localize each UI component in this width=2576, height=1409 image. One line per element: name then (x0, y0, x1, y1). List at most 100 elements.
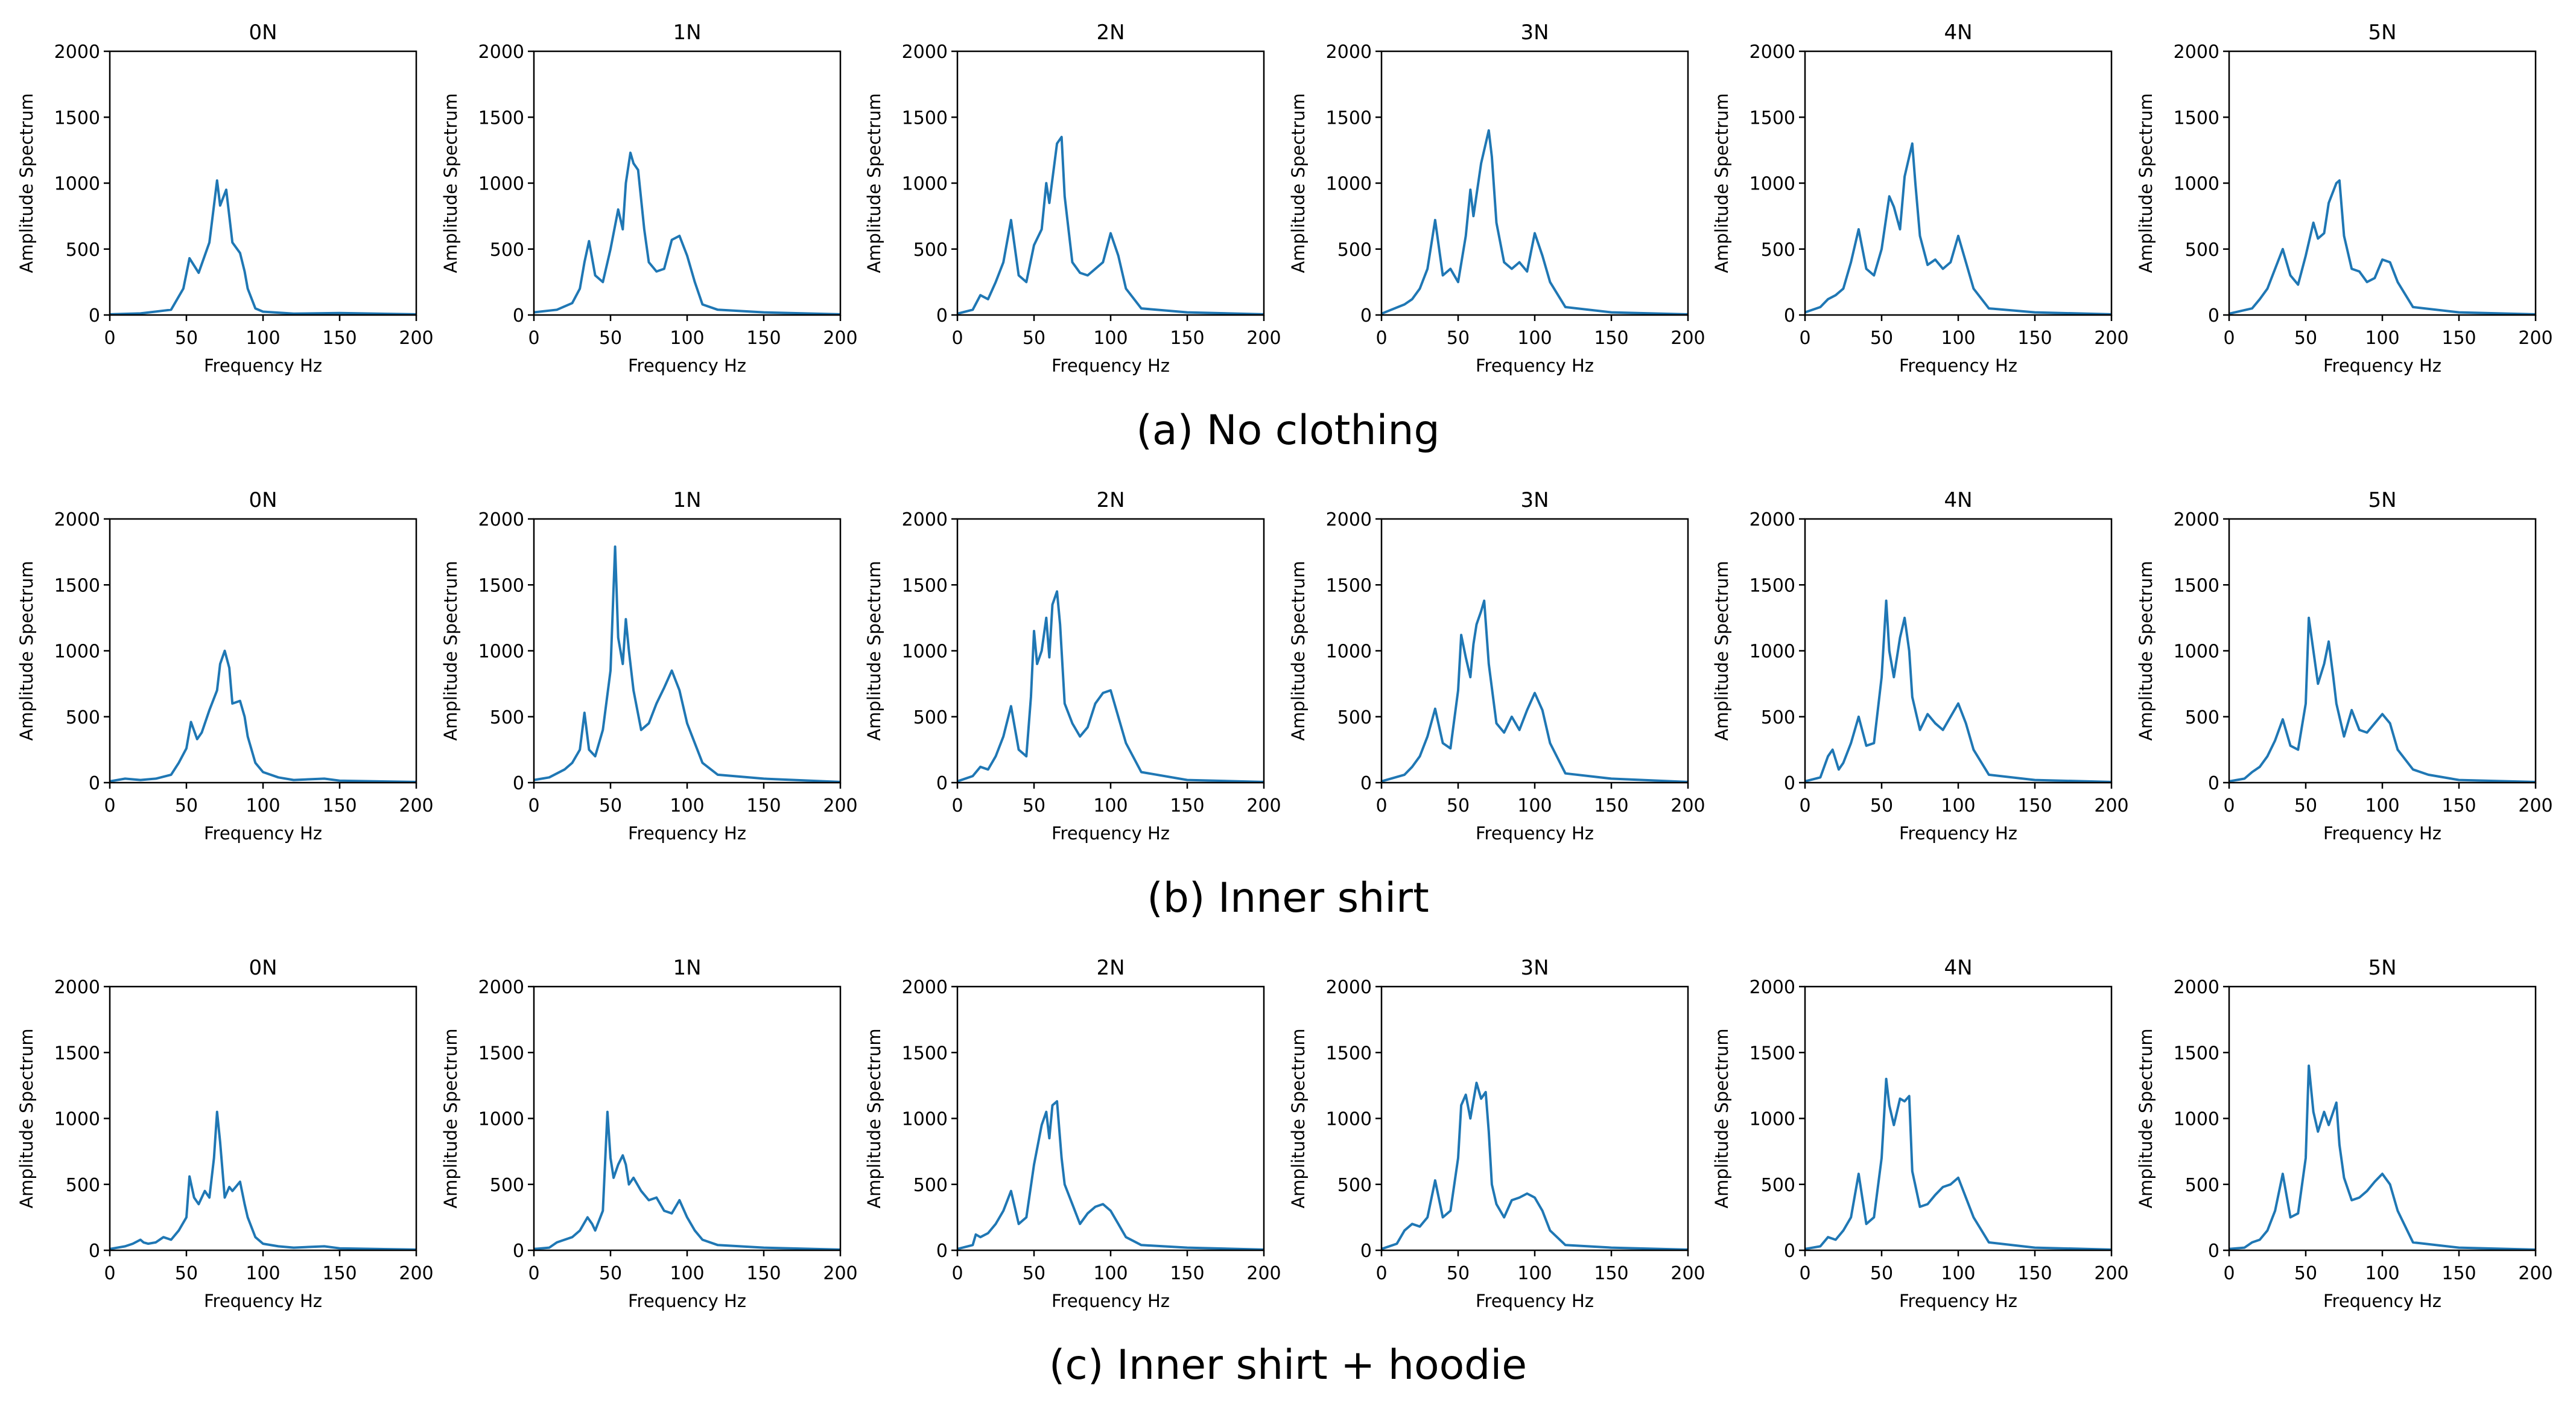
y-tick-label: 0 (936, 1241, 948, 1262)
x-tick-label: 100 (670, 1263, 704, 1284)
y-tick-label: 2000 (2174, 977, 2219, 998)
y-tick-label: 500 (1337, 240, 1372, 261)
x-tick-label: 150 (1594, 795, 1628, 816)
x-tick-label: 0 (1799, 328, 1810, 349)
y-tick-label: 500 (913, 707, 948, 728)
y-tick-label: 0 (89, 773, 100, 794)
y-tick-label: 1500 (1326, 1043, 1372, 1064)
x-tick-label: 50 (1023, 795, 1045, 816)
series-line (1381, 129, 1689, 316)
row-caption-c: (c) Inner shirt + hoodie (1049, 1341, 1527, 1389)
x-tick-label: 200 (2518, 795, 2552, 816)
y-tick-label: 2000 (1326, 977, 1372, 998)
x-tick-label: 50 (599, 328, 622, 349)
y-tick-label: 1000 (54, 174, 100, 195)
y-tick-label: 500 (66, 240, 100, 261)
y-tick-label: 1500 (1326, 107, 1372, 129)
x-tick-label: 200 (399, 328, 433, 349)
y-tick-label: 0 (936, 305, 948, 326)
x-tick-label: 150 (1170, 328, 1204, 349)
series-line (957, 136, 1264, 316)
y-tick-label: 0 (2208, 1241, 2219, 1262)
subplot: 0 50 100 150 20005001000150020002NFrequency … (864, 21, 1281, 376)
x-axis-label: Frequency Hz (1052, 1291, 1170, 1311)
x-tick-label: 150 (2017, 328, 2052, 349)
y-tick-label: 2000 (478, 977, 524, 998)
x-axis-label: Frequency Hz (1476, 1291, 1594, 1311)
y-tick-label: 1500 (902, 1043, 948, 1064)
x-tick-label: 150 (322, 795, 357, 816)
x-tick-label: 50 (2294, 328, 2317, 349)
plot-frame (533, 50, 842, 316)
y-tick-label: 1500 (1750, 1043, 1795, 1064)
x-tick-label: 50 (175, 328, 198, 349)
subplot-title: 3N (1520, 956, 1549, 980)
subplot-title: 4N (1944, 488, 1972, 512)
subplot-title: 0N (249, 488, 277, 512)
x-tick-label: 50 (1023, 1263, 1045, 1284)
series-line (957, 1100, 1264, 1251)
x-tick-label: 100 (1093, 795, 1128, 816)
x-tick-label: 100 (670, 795, 704, 816)
plot-frame (109, 518, 417, 784)
y-tick-label: 1500 (902, 107, 948, 129)
subplot: 0 50 100 150 20005001000150020003NFrequency … (1288, 956, 1705, 1311)
y-tick-label: 1000 (1326, 641, 1372, 663)
x-tick-label: 100 (2365, 1263, 2399, 1284)
y-tick-label: 1500 (478, 575, 524, 596)
x-tick-label: 150 (322, 328, 357, 349)
x-tick-label: 200 (1670, 795, 1705, 816)
subplot-title: 5N (2368, 956, 2396, 980)
x-tick-label: 50 (1870, 1263, 1893, 1284)
y-tick-label: 500 (1761, 1175, 1795, 1196)
x-tick-label: 100 (670, 328, 704, 349)
subplot-title: 1N (673, 21, 701, 45)
series-line (1381, 599, 1689, 783)
series-line (2229, 179, 2536, 316)
subplot: 0 50 100 150 20005001000150020000NFrequency … (16, 488, 434, 844)
x-tick-label: 200 (2094, 328, 2128, 349)
y-tick-label: 0 (513, 1241, 524, 1262)
y-axis-label: Amplitude Spectrum (440, 561, 461, 740)
y-tick-label: 1000 (54, 1109, 100, 1130)
y-tick-label: 1000 (1750, 1109, 1795, 1130)
subplot-title: 4N (1944, 956, 1972, 980)
subplot-grid: 0 50 100 150 20005001000150020000NFrequency … (16, 21, 2553, 1311)
x-tick-label: 100 (246, 328, 280, 349)
y-tick-label: 1500 (2174, 1043, 2219, 1064)
x-axis-label: Frequency Hz (628, 823, 746, 844)
subplot-title: 0N (249, 21, 277, 45)
y-tick-label: 1000 (54, 641, 100, 663)
y-axis-label: Amplitude Spectrum (1712, 1028, 1732, 1208)
series-line (109, 649, 417, 783)
x-tick-label: 100 (246, 1263, 280, 1284)
y-tick-label: 500 (66, 707, 100, 728)
y-tick-label: 1500 (54, 107, 100, 129)
row-caption-b: (b) Inner shirt (1147, 874, 1429, 922)
y-tick-label: 1000 (1326, 1109, 1372, 1130)
x-tick-label: 50 (1870, 795, 1893, 816)
y-tick-label: 1500 (1750, 575, 1795, 596)
plot-frame (2228, 50, 2537, 316)
x-tick-label: 150 (322, 1263, 357, 1284)
x-axis-label: Frequency Hz (1899, 823, 2017, 844)
y-tick-label: 1500 (478, 1043, 524, 1064)
y-tick-label: 500 (490, 1175, 524, 1196)
x-axis-label: Frequency Hz (1899, 1291, 2017, 1311)
y-tick-label: 0 (1360, 773, 1372, 794)
series-line (957, 590, 1264, 783)
subplot: 0 50 100 150 20005001000150020005NFrequency … (2136, 21, 2553, 376)
subplot-title: 0N (249, 956, 277, 980)
y-tick-label: 2000 (902, 977, 948, 998)
x-tick-label: 100 (1941, 1263, 1975, 1284)
y-axis-label: Amplitude Spectrum (16, 1028, 37, 1208)
y-tick-label: 1500 (478, 107, 524, 129)
y-tick-label: 1000 (2174, 641, 2219, 663)
y-tick-label: 0 (1784, 305, 1795, 326)
y-tick-label: 2000 (2174, 509, 2219, 530)
y-axis-label: Amplitude Spectrum (1712, 561, 1732, 740)
x-tick-label: 0 (1375, 328, 1387, 349)
y-tick-label: 0 (2208, 305, 2219, 326)
y-tick-label: 0 (1360, 305, 1372, 326)
